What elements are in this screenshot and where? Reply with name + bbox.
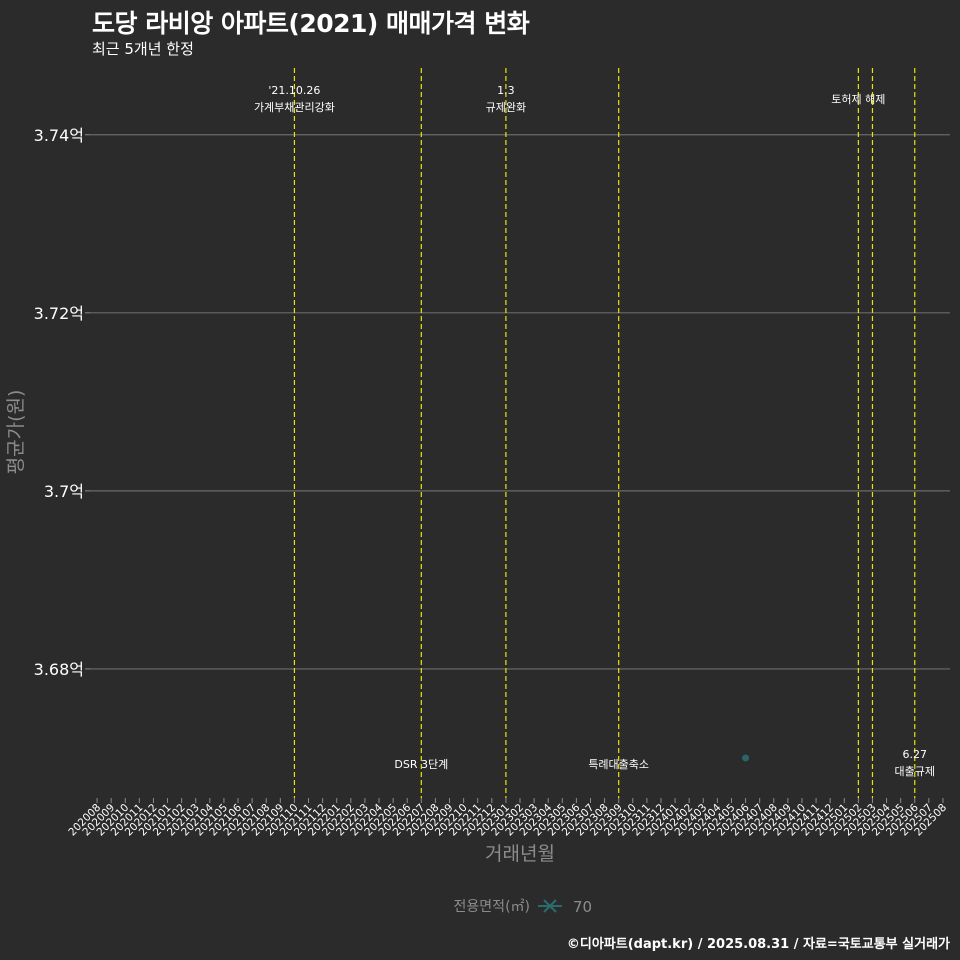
data-point [742,754,750,762]
event-label: 1.3 [497,84,515,97]
y-axis-label: 평균가(원) [5,390,27,475]
y-tick-label: 3.68억 [34,660,84,679]
y-ticks: 3.68억 3.7억 3.72억 3.74억 [34,126,90,679]
legend: 전용면적(㎡) 70 [454,898,593,916]
legend-title: 전용면적(㎡) [454,899,530,915]
event-label: DSR 3단계 [394,758,448,771]
x-ticks: 2020082020092020102020112020122021012021… [66,798,949,838]
chart-subtitle: 최근 5개년 한정 [92,40,194,58]
legend-label: 70 [573,898,592,916]
event-label: 6.27 [903,748,928,761]
data-points [742,754,750,762]
footer-credit: ©디아파트(dapt.kr) / 2025.08.31 / 자료=국토교통부 실… [566,937,950,952]
event-label: 가계부채관리강화 [254,101,335,114]
y-tick-label: 3.7억 [44,482,84,501]
y-gridlines [90,134,950,670]
event-label: 규제완화 [486,101,526,114]
chart-title: 도당 라비앙 아파트(2021) 매매가격 변화 [92,9,530,38]
legend-key-icon [538,899,562,913]
event-label: '21.10.26 [268,84,320,97]
event-label: 특례대출축소 [588,758,649,771]
y-tick-label: 3.72억 [34,304,84,323]
event-label: 대출규제 [895,765,935,778]
event-label: 토허제 해제 [831,92,885,106]
y-tick-label: 3.74억 [34,126,84,145]
x-axis-label: 거래년월 [485,843,555,865]
